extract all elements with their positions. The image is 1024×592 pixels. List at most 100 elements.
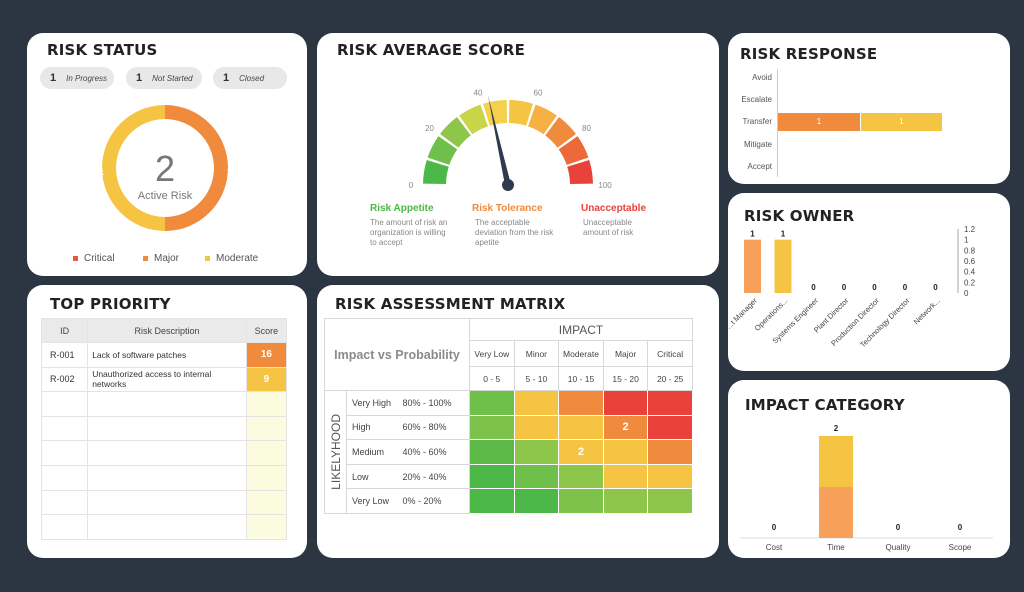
risk-tolerance-desc: The acceptable deviation from the risk a… [475, 218, 554, 247]
table-row[interactable]: R-001 Lack of software patches 16 [40, 342, 288, 368]
matrix-cell[interactable] [469, 414, 515, 441]
impact-bar-segment[interactable] [819, 487, 853, 538]
col-header-id[interactable]: ID [40, 318, 89, 343]
empty-row [40, 489, 288, 516]
empty-row [40, 391, 288, 417]
row-description: Lack of software patches [87, 342, 247, 368]
impact-category-label: Quality [886, 543, 911, 552]
risk-owner-chart: 1.210.80.60.40.201...t Manager1Operation… [728, 225, 976, 349]
owner-bar[interactable] [744, 239, 761, 293]
matrix-cell[interactable]: 2 [558, 439, 604, 465]
active-risk-donut: 1 1 2 Active Risk [99, 105, 232, 231]
empty-cell [87, 440, 247, 466]
legend-moderate: Moderate [205, 253, 258, 264]
response-category-label: Mitigate [743, 140, 772, 149]
matrix-cell[interactable] [513, 439, 560, 465]
gauge-segment [427, 136, 458, 165]
likelihood-range: 40% - 60% [398, 439, 470, 465]
empty-cell [40, 514, 89, 540]
gauge-segment [545, 117, 576, 148]
likelihood-range: 60% - 80% [398, 414, 470, 441]
col-header-score[interactable]: Score [245, 318, 288, 343]
row-score: 9 [245, 366, 288, 393]
matrix-cell[interactable] [513, 414, 560, 441]
empty-score-cell [245, 391, 288, 417]
risk-response-title: RISK RESPONSE [740, 45, 878, 63]
matrix-cell[interactable] [602, 463, 649, 490]
matrix-cell[interactable] [513, 463, 560, 490]
gauge-segment [567, 160, 593, 185]
top-priority-table: ID Risk Description Score R-001 Lack of … [40, 318, 288, 540]
row-id: R-001 [40, 342, 89, 368]
owner-bar[interactable] [774, 239, 792, 293]
matrix-cell[interactable] [602, 439, 649, 465]
table-row[interactable]: R-002 Unauthorized access to internal ne… [40, 366, 288, 393]
matrix-cell[interactable] [513, 390, 560, 416]
transfer-bar-segment-1[interactable]: 1 [778, 113, 860, 131]
gauge-needle-hub [502, 179, 514, 191]
owner-category-label: Network... [912, 296, 942, 326]
pill-count: 1 [136, 72, 143, 84]
empty-row [40, 440, 288, 466]
empty-score-cell [245, 489, 288, 516]
matrix-cell[interactable] [558, 463, 604, 490]
matrix-cell[interactable] [647, 463, 693, 490]
pill-in-progress[interactable]: 1 In Progress [40, 67, 114, 89]
matrix-cell[interactable] [647, 414, 693, 441]
risk-owner-card: RISK OWNER 1.2 1 0.8 0.6 0.4 0.2 0 1 ...t Manage… [728, 193, 1010, 371]
impact-bar-segment[interactable] [819, 436, 853, 487]
pill-label: In Progress [66, 73, 108, 83]
owner-y-tick: 0.4 [964, 268, 976, 277]
gauge-segment [528, 104, 557, 135]
empty-row [40, 464, 288, 491]
matrix-cell[interactable] [647, 390, 693, 416]
donut-segment-moderate [102, 105, 165, 231]
matrix-cell[interactable] [469, 463, 515, 490]
owner-y-tick: 0.6 [964, 257, 976, 266]
transfer-bar-segment-2[interactable]: 1 [861, 113, 942, 131]
impact-range: 0 - 5 [469, 366, 515, 391]
matrix-cell[interactable] [602, 390, 649, 416]
matrix-cell[interactable] [647, 488, 693, 514]
matrix-cell[interactable] [558, 488, 604, 514]
matrix-cell[interactable] [558, 390, 604, 416]
matrix-cell[interactable] [602, 488, 649, 514]
gauge-tick-label: 60 [534, 89, 543, 98]
legend-swatch [73, 256, 78, 261]
matrix-cell[interactable] [469, 439, 515, 465]
matrix-cell[interactable] [647, 439, 693, 465]
matrix-cell[interactable] [558, 414, 604, 441]
empty-score-cell [245, 440, 288, 466]
donut-right-value: 1 [226, 167, 231, 177]
matrix-cell[interactable] [469, 390, 515, 416]
owner-y-tick: 0.2 [964, 278, 976, 287]
legend-label: Critical [84, 253, 115, 264]
matrix-cell[interactable] [469, 488, 515, 514]
empty-score-cell [245, 464, 288, 491]
pill-not-started[interactable]: 1 Not Started [126, 67, 202, 89]
owner-y-tick: 0.8 [964, 246, 976, 255]
empty-cell [40, 391, 89, 417]
pill-closed[interactable]: 1 Closed [213, 67, 287, 89]
gauge-segment [558, 136, 589, 165]
empty-score-cell [245, 514, 288, 540]
impact-category-label: Scope [949, 543, 972, 552]
matrix-cell[interactable]: 2 [602, 414, 649, 441]
legend-critical: Critical [73, 253, 115, 264]
pill-label: Not Started [152, 73, 193, 83]
empty-cell [87, 391, 247, 417]
matrix-cell[interactable] [513, 488, 560, 514]
gauge-tick-label: 80 [582, 124, 591, 133]
impact-name: Moderate [558, 340, 604, 367]
gauge-tick-label: 0 [409, 181, 414, 190]
risk-appetite-label: Risk Appetite [370, 203, 434, 214]
impact-category-chart: 0 Cost 2 Time 0 Quality 0 Scope [740, 424, 993, 552]
col-header-description[interactable]: Risk Description [87, 318, 247, 343]
donut-left-value: 1 [99, 167, 104, 177]
impact-category-card: IMPACT CATEGORY 0 Cost 2 Time 0 Quality 0 Scope [728, 380, 1010, 558]
legend-swatch [205, 256, 210, 261]
owner-y-tick: 1.2 [964, 225, 976, 234]
impact-range: 15 - 20 [602, 366, 649, 391]
pill-count: 1 [223, 72, 230, 84]
impact-header: IMPACT [469, 318, 693, 341]
